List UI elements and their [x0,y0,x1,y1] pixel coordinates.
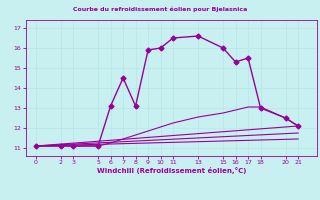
X-axis label: Windchill (Refroidissement éolien,°C): Windchill (Refroidissement éolien,°C) [97,167,246,174]
Text: Courbe du refroidissement éolien pour Bjelasnica: Courbe du refroidissement éolien pour Bj… [73,6,247,11]
